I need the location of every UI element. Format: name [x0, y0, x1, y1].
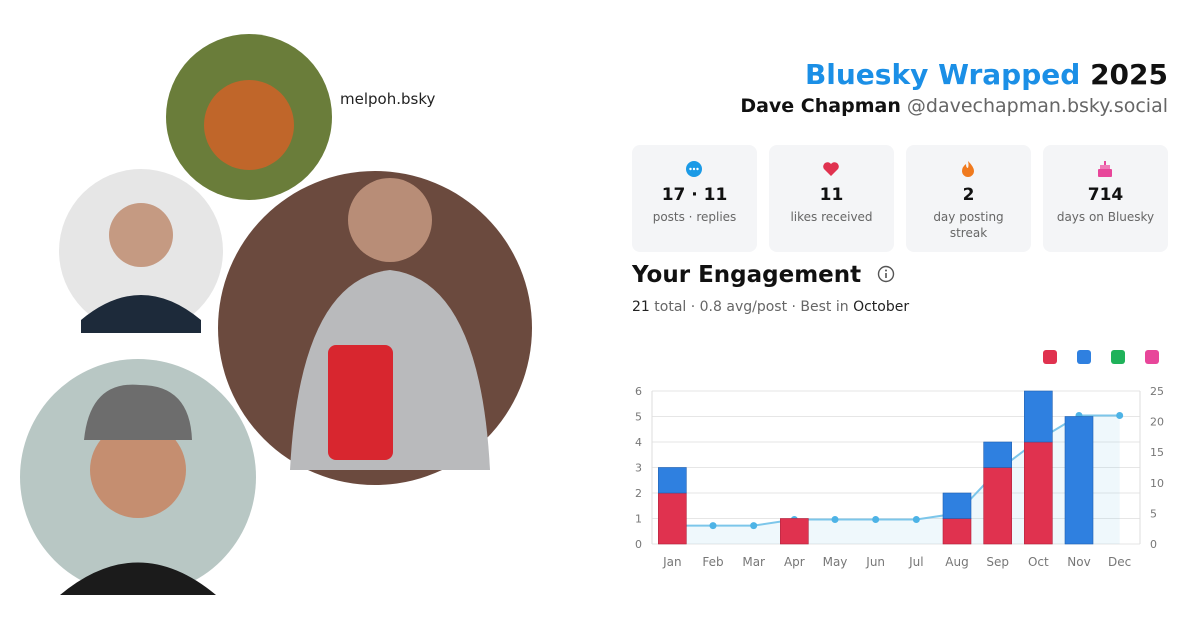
shirt	[81, 295, 201, 333]
x-tick-label: Oct	[1028, 555, 1049, 569]
stat-card: 714 days on Bluesky	[1043, 145, 1168, 252]
photo-caption: melpoh.bsky	[340, 90, 435, 108]
y-tick-label: 0	[635, 538, 642, 551]
face	[90, 422, 186, 518]
x-tick-label: Jul	[908, 555, 923, 569]
icon-cake	[1098, 161, 1112, 177]
section-title: Your Engagement	[632, 262, 895, 288]
bar	[983, 441, 1012, 468]
bar	[1024, 390, 1053, 443]
line-point	[709, 522, 717, 530]
title: Bluesky Wrapped 2025	[805, 58, 1168, 91]
x-tick-label: May	[823, 555, 848, 569]
stat-card: 17 · 11 posts · replies	[632, 145, 757, 252]
profile: Dave Chapman @davechapman.bsky.social	[740, 95, 1168, 117]
bar	[942, 492, 972, 519]
cap	[84, 384, 192, 440]
line-point	[872, 516, 880, 524]
x-tick-label: Apr	[784, 555, 805, 569]
y2-tick-label: 10	[1150, 477, 1164, 490]
icon-chat	[686, 161, 702, 177]
y-tick-label: 3	[635, 462, 642, 475]
y2-tick-label: 0	[1150, 538, 1157, 551]
y-tick-label: 5	[635, 411, 642, 424]
line-point	[1116, 411, 1124, 419]
total: 21	[632, 299, 650, 315]
y2-tick-label: 25	[1150, 385, 1164, 398]
stat-value: 11	[819, 185, 844, 205]
bar	[780, 518, 809, 545]
x-tick-label: Jan	[662, 555, 682, 569]
y-tick-label: 1	[635, 513, 642, 526]
line-point	[912, 516, 920, 524]
crisp-bag	[328, 345, 393, 460]
y-tick-label: 4	[635, 436, 642, 449]
face	[109, 203, 173, 267]
stat-value: 714	[1087, 185, 1124, 205]
x-tick-label: Nov	[1067, 555, 1090, 569]
stat-label: days on Bluesky	[1056, 210, 1155, 224]
stat-value: 2	[962, 185, 975, 205]
icon-heart	[823, 162, 839, 176]
icon-fire	[962, 161, 974, 177]
y-tick-label: 6	[635, 385, 642, 398]
handle: @davechapman.bsky.social	[906, 95, 1168, 117]
stat-card: 11 likes received	[769, 145, 894, 252]
y2-tick-label: 15	[1150, 446, 1164, 459]
bar	[1064, 416, 1094, 545]
fox-shape	[204, 80, 294, 170]
x-tick-label: Sep	[986, 555, 1009, 569]
stat-label: day posting streak	[933, 210, 1004, 240]
bar	[1024, 441, 1053, 545]
x-tick-label: Mar	[742, 555, 765, 569]
y2-tick-label: 20	[1150, 416, 1164, 429]
y-tick-label: 2	[635, 487, 642, 500]
engagement-chart: 0 1 2 3 4 5 6 0 5 10 15 20 25 Jan Feb Mar Apr May Jun Jul Au…	[635, 350, 1164, 569]
info-icon[interactable]	[877, 265, 895, 283]
legend-icon	[1077, 350, 1091, 364]
best-month: October	[853, 299, 910, 315]
stat-label: posts · replies	[652, 210, 737, 224]
x-tick-label: Dec	[1108, 555, 1131, 569]
line-point	[831, 516, 839, 524]
photo-collage: melpoh.bsky	[20, 34, 532, 595]
shirt	[60, 562, 216, 595]
stat-label: likes received	[790, 210, 873, 224]
face	[348, 178, 432, 262]
legend-icon	[1145, 350, 1159, 364]
legend-icon	[1111, 350, 1125, 364]
y2-tick-label: 5	[1150, 507, 1157, 520]
x-tick-label: Feb	[702, 555, 723, 569]
bar	[942, 518, 972, 545]
x-tick-label: Aug	[945, 555, 968, 569]
line-point	[750, 522, 758, 530]
engagement-summary: 21 total · 0.8 avg/post · Best in Octobe…	[632, 299, 909, 315]
x-tick-label: Jun	[865, 555, 885, 569]
stat-card: 2 day posting streak	[906, 145, 1031, 252]
title-brand: Bluesky Wrapped	[804, 58, 1081, 91]
engagement-title: Your Engagement	[632, 262, 862, 288]
display-name: Dave Chapman	[740, 95, 901, 117]
bar	[983, 467, 1012, 545]
bar	[658, 467, 687, 494]
legend-icon	[1043, 350, 1057, 364]
title-year: 2025	[1090, 58, 1168, 91]
bar	[658, 492, 687, 545]
stat-value: 17 · 11	[661, 185, 728, 205]
summary: total · 0.8 avg/post · Best in	[654, 299, 849, 315]
